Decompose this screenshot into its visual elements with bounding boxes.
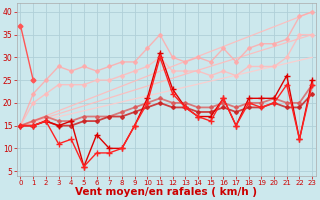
X-axis label: Vent moyen/en rafales ( km/h ): Vent moyen/en rafales ( km/h ) bbox=[75, 187, 257, 197]
